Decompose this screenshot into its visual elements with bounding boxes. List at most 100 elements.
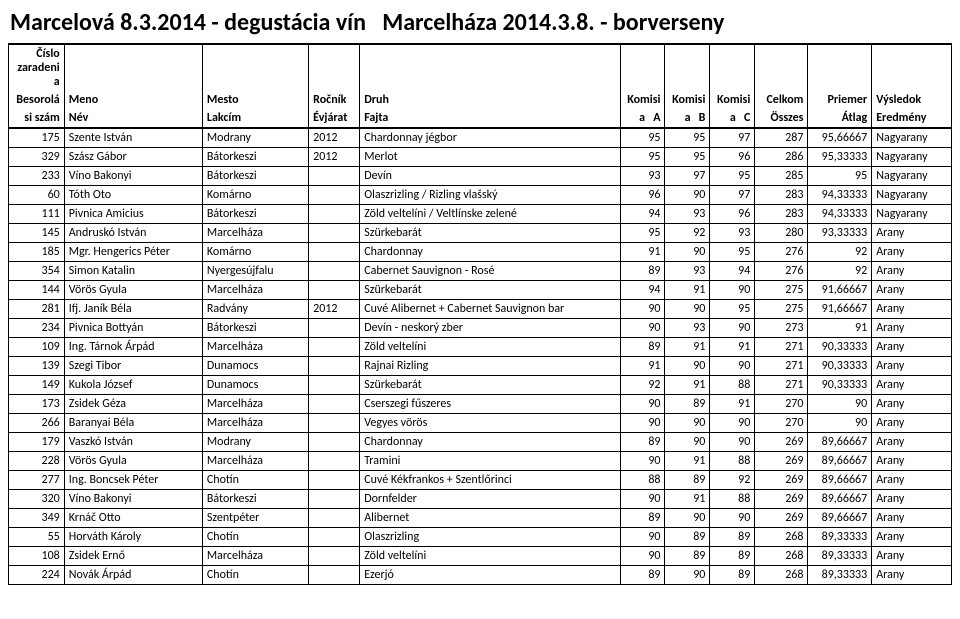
cell-b: 90 bbox=[665, 186, 710, 205]
cell-c: 94 bbox=[710, 262, 755, 281]
cell-name: Andruskó István bbox=[64, 224, 202, 243]
cell-kind: Olaszrizling bbox=[360, 528, 620, 547]
cell-name: Vörös Gyula bbox=[64, 281, 202, 300]
cell-avg: 89,33333 bbox=[808, 566, 872, 585]
cell-sum: 269 bbox=[755, 509, 808, 528]
cell-sum: 276 bbox=[755, 243, 808, 262]
cell-sum: 269 bbox=[755, 433, 808, 452]
cell-res: Arany bbox=[872, 433, 952, 452]
cell-name: Novák Árpád bbox=[64, 566, 202, 585]
cell-place: Marcelháza bbox=[202, 452, 308, 471]
table-row: 179Vaszkó IstvánModranyChardonnay8990902… bbox=[9, 433, 952, 452]
cell-kind: Devín - neskorý zber bbox=[360, 319, 620, 338]
cell-res: Arany bbox=[872, 452, 952, 471]
cell-kind: Szürkebarát bbox=[360, 224, 620, 243]
cell-year bbox=[309, 414, 360, 433]
cell-name: Víno Bakonyi bbox=[64, 167, 202, 186]
cell-sum: 285 bbox=[755, 167, 808, 186]
cell-year bbox=[309, 319, 360, 338]
table-row: 60Tóth OtoKomárnoOlaszrizling / Rizling … bbox=[9, 186, 952, 205]
cell-year bbox=[309, 395, 360, 414]
cell-year bbox=[309, 167, 360, 186]
cell-b: 90 bbox=[665, 433, 710, 452]
cell-name: Krnáč Otto bbox=[64, 509, 202, 528]
cell-res: Nagyarany bbox=[872, 205, 952, 224]
cell-b: 91 bbox=[665, 338, 710, 357]
cell-avg: 89,33333 bbox=[808, 547, 872, 566]
cell-avg: 89,66667 bbox=[808, 509, 872, 528]
cell-name: Szász Gábor bbox=[64, 148, 202, 167]
cell-kind: Chardonnay bbox=[360, 243, 620, 262]
cell-num: 349 bbox=[9, 509, 65, 528]
col-header-year: Ročník bbox=[309, 91, 360, 109]
cell-avg: 93,33333 bbox=[808, 224, 872, 243]
cell-sum: 287 bbox=[755, 128, 808, 148]
cell-res: Arany bbox=[872, 471, 952, 490]
table-row: 111Pivnica AmiciusBátorkesziZöld veltelí… bbox=[9, 205, 952, 224]
cell-avg: 92 bbox=[808, 243, 872, 262]
cell-b: 93 bbox=[665, 262, 710, 281]
cell-avg: 94,33333 bbox=[808, 205, 872, 224]
cell-c: 90 bbox=[710, 509, 755, 528]
cell-b: 97 bbox=[665, 167, 710, 186]
cell-b: 91 bbox=[665, 376, 710, 395]
cell-sum: 286 bbox=[755, 148, 808, 167]
col-header-place bbox=[202, 44, 308, 91]
cell-b: 89 bbox=[665, 528, 710, 547]
cell-res: Nagyarany bbox=[872, 167, 952, 186]
cell-a: 89 bbox=[620, 509, 665, 528]
col-header-avg bbox=[808, 44, 872, 91]
cell-year bbox=[309, 509, 360, 528]
col-header-res: Eredmény bbox=[872, 109, 952, 128]
col-header-b bbox=[665, 44, 710, 91]
cell-a: 90 bbox=[620, 414, 665, 433]
cell-kind: Cuvé Alibernet + Cabernet Sauvignon bar bbox=[360, 300, 620, 319]
cell-kind: Tramini bbox=[360, 452, 620, 471]
cell-place: Komárno bbox=[202, 186, 308, 205]
cell-c: 90 bbox=[710, 281, 755, 300]
cell-year bbox=[309, 186, 360, 205]
cell-name: Ing. Boncsek Péter bbox=[64, 471, 202, 490]
cell-name: Szente István bbox=[64, 128, 202, 148]
cell-kind: Szürkebarát bbox=[360, 376, 620, 395]
header-row-top: Číslo zaradeni a bbox=[9, 44, 952, 91]
col-header-sum: Összes bbox=[755, 109, 808, 128]
col-header-name bbox=[64, 44, 202, 91]
cell-a: 90 bbox=[620, 300, 665, 319]
table-row: 277Ing. Boncsek PéterChotínCuvé Kékfrank… bbox=[9, 471, 952, 490]
cell-c: 96 bbox=[710, 205, 755, 224]
col-header-place: Lakcím bbox=[202, 109, 308, 128]
col-header-c: Komisi bbox=[710, 91, 755, 109]
cell-avg: 95 bbox=[808, 167, 872, 186]
col-header-b: a B bbox=[665, 109, 710, 128]
cell-a: 96 bbox=[620, 186, 665, 205]
col-header-b: Komisi bbox=[665, 91, 710, 109]
cell-year bbox=[309, 452, 360, 471]
cell-place: Bátorkeszi bbox=[202, 319, 308, 338]
cell-name: Vaszkó István bbox=[64, 433, 202, 452]
table-body: 175Szente IstvánModrany2012Chardonnay jé… bbox=[9, 128, 952, 585]
col-header-num: Besorolá bbox=[9, 91, 65, 109]
cell-c: 89 bbox=[710, 566, 755, 585]
cell-year bbox=[309, 205, 360, 224]
cell-sum: 268 bbox=[755, 528, 808, 547]
table-header: Číslo zaradeni a BesoroláMenoMestoRočník… bbox=[9, 44, 952, 128]
cell-name: Pivnica Amicius bbox=[64, 205, 202, 224]
cell-c: 95 bbox=[710, 167, 755, 186]
cell-num: 224 bbox=[9, 566, 65, 585]
cell-place: Marcelháza bbox=[202, 224, 308, 243]
cell-year bbox=[309, 528, 360, 547]
cell-c: 93 bbox=[710, 224, 755, 243]
cell-num: 109 bbox=[9, 338, 65, 357]
cell-kind: Rajnai Rizling bbox=[360, 357, 620, 376]
cell-year bbox=[309, 357, 360, 376]
cell-c: 91 bbox=[710, 338, 755, 357]
cell-sum: 271 bbox=[755, 338, 808, 357]
cell-name: Ing. Tárnok Árpád bbox=[64, 338, 202, 357]
page: Marcelová 8.3.2014 - degustácia vín Marc… bbox=[0, 0, 960, 585]
cell-res: Arany bbox=[872, 376, 952, 395]
cell-b: 95 bbox=[665, 128, 710, 148]
table-row: 224Novák ÁrpádChotínEzerjó89908926889,33… bbox=[9, 566, 952, 585]
cell-kind: Alibernet bbox=[360, 509, 620, 528]
col-header-kind: Druh bbox=[360, 91, 620, 109]
